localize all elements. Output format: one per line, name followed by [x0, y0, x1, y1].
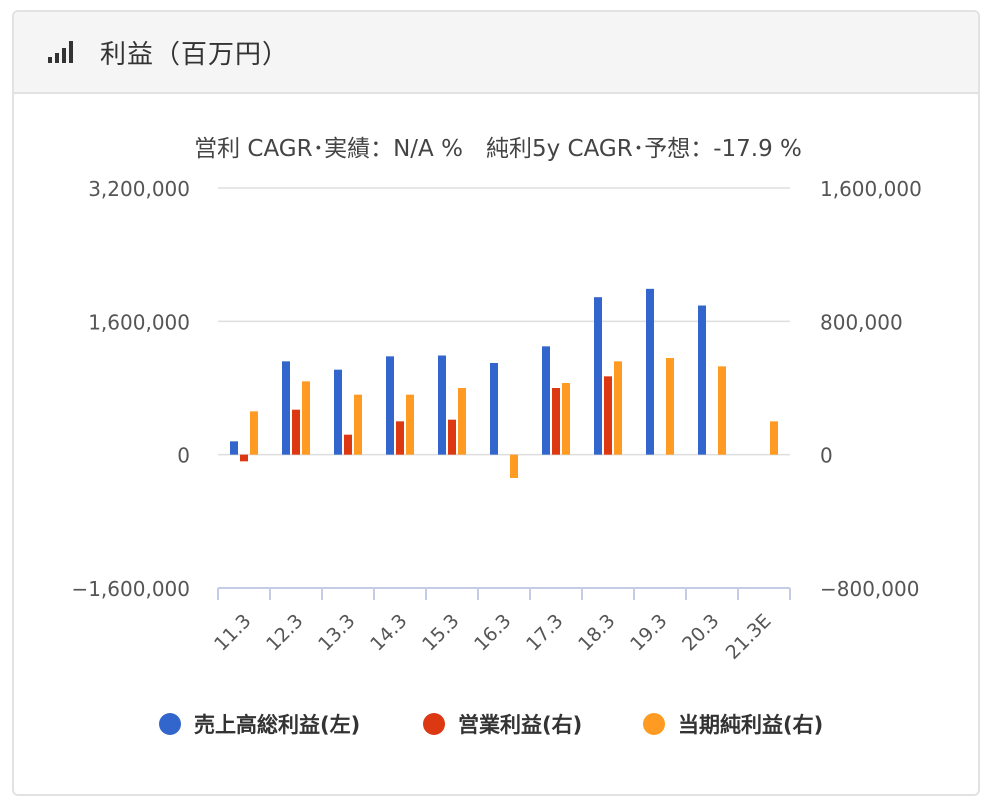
legend-label: 営業利益(右) [458, 713, 582, 737]
legend-marker [643, 713, 665, 735]
x-tick-label: 13.3 [314, 610, 359, 655]
bars [230, 288, 778, 478]
bar-gross-profit [282, 361, 290, 455]
x-tick-label: 14.3 [366, 610, 411, 655]
x-tick-label: 15.3 [418, 610, 463, 655]
right-tick-label: 0 [820, 444, 833, 468]
x-tick-label: 17.3 [522, 610, 567, 655]
left-tick-label: 3,200,000 [88, 177, 190, 201]
left-tick-label: −1,600,000 [71, 577, 190, 601]
card-title: 利益（百万円） [100, 39, 290, 70]
x-axis: 11.3 12.3 13.3 14.3 15.3 16.3 17.3 18.3 19.3 20.3… [210, 587, 791, 664]
x-tick-label: 18.3 [574, 610, 619, 655]
bar-net-profit [614, 361, 622, 455]
bar-net-profit [510, 454, 518, 478]
bar-net-profit [406, 394, 414, 455]
left-tick-label: 0 [177, 444, 190, 468]
right-tick-label: 800,000 [820, 310, 903, 334]
bar-net-profit [666, 358, 674, 455]
left-axis: 3,200,000 1,600,000 0 −1,600,000 [71, 177, 190, 601]
x-tick-label: 11.3 [210, 610, 255, 655]
bar-operating-profit [396, 421, 404, 455]
bar-operating-profit [292, 409, 300, 455]
legend-label: 当期純利益(右) [678, 713, 823, 737]
bar-gross-profit [334, 369, 342, 455]
legend-marker [423, 713, 445, 735]
x-tick-label: 16.3 [470, 610, 515, 655]
legend-label: 売上高総利益(左) [194, 713, 360, 737]
x-tick-label: 19.3 [626, 610, 671, 655]
bar-gross-profit [594, 297, 602, 455]
right-tick-label: −800,000 [820, 577, 919, 601]
bar-chart-signal-icon [48, 41, 73, 63]
bar-net-profit [562, 383, 570, 455]
bar-gross-profit [490, 363, 498, 455]
right-axis: 1,600,000 800,000 0 −800,000 [820, 177, 922, 601]
bar-net-profit [770, 421, 778, 455]
bar-operating-profit [240, 454, 248, 462]
left-tick-label: 1,600,000 [88, 310, 190, 334]
bar-gross-profit [698, 305, 706, 455]
legend-marker [159, 713, 181, 735]
bar-gross-profit [386, 356, 394, 455]
profit-card: 利益（百万円） 営利 CAGR･実績：N/A % 純利5y CAGR･予想：-1… [12, 10, 980, 796]
x-tick-label: 20.3 [678, 610, 723, 655]
bar-net-profit [250, 411, 258, 455]
bar-gross-profit [542, 346, 550, 455]
x-tick-label: 12.3 [262, 610, 307, 655]
right-tick-label: 1,600,000 [820, 177, 922, 201]
profit-bar-chart: 営利 CAGR･実績：N/A % 純利5y CAGR･予想：-17.9 % 3,… [71, 136, 922, 737]
bar-net-profit [458, 388, 466, 455]
bar-net-profit [718, 366, 726, 455]
bar-gross-profit [646, 288, 654, 455]
bar-net-profit [354, 394, 362, 455]
chart-area: 営利 CAGR･実績：N/A % 純利5y CAGR･予想：-17.9 % 3,… [14, 96, 978, 794]
bar-operating-profit [344, 434, 352, 455]
gridlines [218, 187, 790, 456]
bar-net-profit [302, 381, 310, 455]
bar-operating-profit [552, 388, 560, 455]
bar-operating-profit [604, 376, 612, 455]
bar-gross-profit [230, 441, 238, 455]
bar-gross-profit [438, 355, 446, 455]
bar-operating-profit [448, 419, 456, 455]
chart-subtitle: 営利 CAGR･実績：N/A % 純利5y CAGR･予想：-17.9 % [194, 136, 802, 162]
legend: 売上高総利益(左) 営業利益(右) 当期純利益(右) [159, 713, 823, 737]
x-tick-label: 21.3E [722, 610, 776, 664]
card-header: 利益（百万円） [14, 12, 978, 94]
